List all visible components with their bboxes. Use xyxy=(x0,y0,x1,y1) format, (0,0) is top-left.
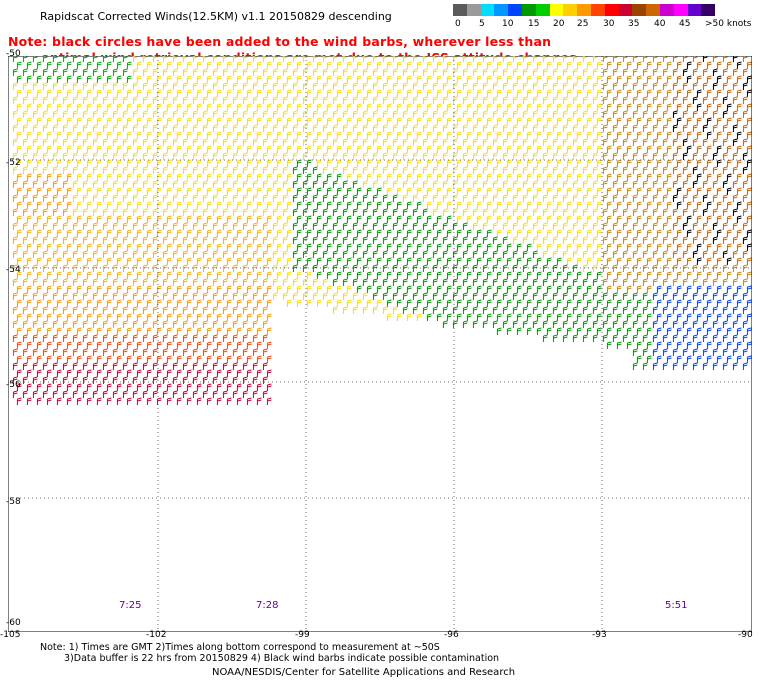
legend-swatch xyxy=(549,4,564,16)
latitude-label: -58 xyxy=(6,497,21,507)
footnote-line-1: Note: 1) Times are GMT 2)Times along bot… xyxy=(40,642,440,653)
longitude-label: -105 xyxy=(0,630,21,640)
warning-line-1: Note: black circles have been added to t… xyxy=(8,34,552,49)
legend-label: 25 xyxy=(577,19,589,29)
latitude-label: -60 xyxy=(6,618,21,628)
legend-swatch xyxy=(687,4,702,16)
legend-swatch xyxy=(632,4,647,16)
longitude-label: -102 xyxy=(146,630,167,640)
legend-label: 40 xyxy=(654,19,666,29)
longitude-label: -99 xyxy=(295,630,310,640)
legend-swatch xyxy=(521,4,536,16)
legend-swatch xyxy=(701,4,716,16)
time-label: 7:28 xyxy=(256,600,279,611)
legend-labels: 0 5 10 15 20 25 30 35 40 45 >50 knots xyxy=(453,16,760,29)
grid-lines xyxy=(8,56,752,632)
legend-swatch xyxy=(590,4,605,16)
wind-barbs xyxy=(12,56,752,405)
footnote: Note: 1) Times are GMT 2)Times along bot… xyxy=(40,642,499,664)
credit-line: NOAA/NESDIS/Center for Satellite Applica… xyxy=(212,667,516,678)
time-label: 7:25 xyxy=(119,600,142,611)
latitude-label: -50 xyxy=(6,49,21,59)
wind-speed-legend: 0 5 10 15 20 25 30 35 40 45 >50 knots xyxy=(453,4,760,29)
legend-swatch xyxy=(494,4,509,16)
latitude-label: -56 xyxy=(6,380,21,390)
legend-label: 45 xyxy=(679,19,691,29)
longitude-label: -93 xyxy=(592,630,607,640)
legend-swatch xyxy=(535,4,550,16)
footnote-line-2: 3)Data buffer is 22 hrs from 20150829 4)… xyxy=(64,653,500,664)
legend-label: 15 xyxy=(528,19,540,29)
latitude-label: -52 xyxy=(6,158,21,168)
legend-swatch xyxy=(659,4,674,16)
legend-label: >50 knots xyxy=(705,19,752,29)
legend-swatch xyxy=(604,4,619,16)
legend-swatch xyxy=(618,4,633,16)
longitude-label: -96 xyxy=(444,630,459,640)
legend-label: 35 xyxy=(628,19,640,29)
legend-label: 10 xyxy=(502,19,514,29)
map-title: Rapidscat Corrected Winds(12.5KM) v1.1 2… xyxy=(40,10,392,23)
legend-swatch xyxy=(508,4,522,16)
latitude-label: -54 xyxy=(6,265,21,275)
legend-swatch xyxy=(577,4,591,16)
legend-color-bar xyxy=(453,4,716,16)
legend-label: 20 xyxy=(553,19,565,29)
longitude-label: -90 xyxy=(738,630,753,640)
legend-swatch xyxy=(466,4,481,16)
legend-label: 0 xyxy=(455,19,461,29)
legend-swatch xyxy=(673,4,688,16)
wind-map xyxy=(8,56,752,632)
legend-swatch xyxy=(453,4,467,16)
legend-swatch xyxy=(480,4,495,16)
legend-label: 30 xyxy=(603,19,615,29)
time-label: 5:51 xyxy=(665,600,688,611)
legend-label: 5 xyxy=(479,19,485,29)
legend-swatch xyxy=(646,4,660,16)
legend-swatch xyxy=(563,4,578,16)
